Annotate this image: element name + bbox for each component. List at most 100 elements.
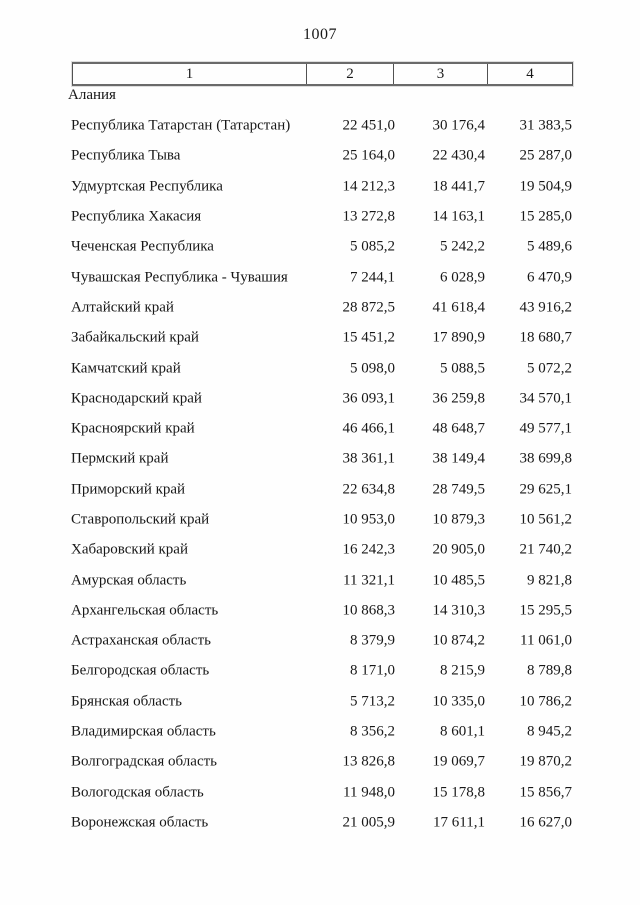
row-value-col4: 19 504,9 — [519, 178, 573, 195]
row-value-col2: 10 868,3 — [342, 602, 396, 619]
row-region-name: Воронежская область — [71, 814, 209, 831]
row-region-name: Брянская область — [71, 693, 183, 710]
row-value-col3: 15 178,8 — [432, 784, 486, 801]
row-value-col3: 5 088,5 — [440, 360, 485, 377]
row-value-col2: 21 005,9 — [342, 814, 396, 831]
row-region-name: Красноярский край — [71, 420, 195, 437]
row-value-col3: 20 905,0 — [432, 541, 486, 558]
row-value-col2: 25 164,0 — [342, 147, 396, 164]
header-cell-3: 3 — [393, 64, 487, 84]
row-region-name: Удмуртская Республика — [71, 178, 223, 195]
table-row: Камчатский край 5 098,0 5 088,5 5 072,2 — [0, 353, 640, 383]
header-cell-2: 2 — [306, 64, 393, 84]
row-value-col4: 9 821,8 — [527, 572, 572, 589]
row-value-col2: 5 085,2 — [350, 238, 395, 255]
row-value-col4: 31 383,5 — [519, 117, 573, 134]
row-region-name: Архангельская область — [71, 602, 219, 619]
row-region-name: Приморский край — [71, 481, 186, 498]
row-value-col4: 11 061,0 — [520, 632, 572, 649]
row-region-name: Республика Хакасия — [71, 208, 202, 225]
row-value-col2: 11 321,1 — [343, 572, 395, 589]
row-value-col4: 8 789,8 — [527, 662, 572, 679]
row-region-name: Чувашская Республика - Чувашия — [71, 269, 288, 286]
row-value-col2: 13 272,8 — [342, 208, 396, 225]
row-region-name: Ставропольский край — [71, 511, 210, 528]
row-value-col3: 30 176,4 — [432, 117, 486, 134]
table-row: Хабаровский край 16 242,3 20 905,0 21 74… — [0, 535, 640, 565]
table-row: Волгоградская область 13 826,8 19 069,7 … — [0, 747, 640, 777]
row-value-col3: 10 874,2 — [432, 632, 486, 649]
row-value-col2: 46 466,1 — [342, 420, 396, 437]
row-value-col4: 15 295,5 — [519, 602, 573, 619]
header-cell-1: 1 — [185, 65, 194, 82]
table-row: Воронежская область 21 005,9 17 611,1 16… — [0, 808, 640, 838]
row-value-col3: 10 485,5 — [432, 572, 486, 589]
row-value-col4: 16 627,0 — [519, 814, 573, 831]
row-region-name: Чеченская Республика — [71, 238, 214, 255]
row-region-name: Краснодарский край — [71, 390, 202, 407]
row-value-col4: 8 945,2 — [527, 723, 572, 740]
row-value-col4: 10 786,2 — [519, 693, 573, 710]
table-row: Республика Тыва 25 164,0 22 430,4 25 287… — [0, 141, 640, 171]
table-row: Краснодарский край 36 093,1 36 259,8 34 … — [0, 384, 640, 414]
row-region-name: Камчатский край — [71, 360, 181, 377]
row-value-col4: 10 561,2 — [519, 511, 573, 528]
table-row: Брянская область 5 713,2 10 335,0 10 786… — [0, 687, 640, 717]
row-value-col3: 19 069,7 — [432, 753, 486, 770]
row-value-col3: 18 441,7 — [432, 178, 486, 195]
row-value-col4: 5 072,2 — [527, 360, 572, 377]
row-value-col2: 8 356,2 — [350, 723, 395, 740]
row-value-col3: 10 335,0 — [432, 693, 486, 710]
table-row: Красноярский край 46 466,1 48 648,7 49 5… — [0, 414, 640, 444]
row-value-col3: 36 259,8 — [432, 390, 486, 407]
row-value-col4: 21 740,2 — [519, 541, 573, 558]
row-value-col2: 38 361,1 — [342, 450, 396, 467]
row-value-col3: 22 430,4 — [432, 147, 486, 164]
row-value-col4: 18 680,7 — [519, 329, 573, 346]
table-row: Ставропольский край 10 953,0 10 879,3 10… — [0, 505, 640, 535]
table-row: Владимирская область 8 356,2 8 601,1 8 9… — [0, 717, 640, 747]
row-value-col2: 10 953,0 — [342, 511, 396, 528]
header-cell-4: 4 — [487, 64, 572, 84]
row-value-col4: 38 699,8 — [519, 450, 573, 467]
row-value-col4: 6 470,9 — [527, 269, 572, 286]
row-value-col3: 48 648,7 — [432, 420, 486, 437]
table-row: Чувашская Республика - Чувашия 7 244,1 6… — [0, 262, 640, 292]
table-header-row: 1 2 3 4 — [72, 62, 573, 86]
row-value-col4: 49 577,1 — [519, 420, 573, 437]
row-region-name: Вологодская область — [71, 784, 204, 801]
row-region-name: Хабаровский край — [71, 541, 188, 558]
row-value-col4: 43 916,2 — [519, 299, 573, 316]
table-row: Удмуртская Республика 14 212,3 18 441,7 … — [0, 172, 640, 202]
row-value-col4: 15 856,7 — [519, 784, 573, 801]
row-region-name: Забайкальский край — [71, 329, 199, 346]
row-value-col2: 11 948,0 — [343, 784, 395, 801]
row-value-col4: 34 570,1 — [519, 390, 573, 407]
row-value-col4: 19 870,2 — [519, 753, 573, 770]
row-value-col2: 7 244,1 — [350, 269, 395, 286]
row-value-col3: 14 163,1 — [432, 208, 486, 225]
row-value-col3: 6 028,9 — [440, 269, 485, 286]
table-row: Приморский край 22 634,8 28 749,5 29 625… — [0, 475, 640, 505]
row-region-name: Республика Тыва — [71, 147, 181, 164]
row-value-col3: 8 215,9 — [440, 662, 485, 679]
table-row: Забайкальский край 15 451,2 17 890,9 18 … — [0, 323, 640, 353]
table-row: Республика Хакасия 13 272,8 14 163,1 15 … — [0, 202, 640, 232]
row-value-col3: 8 601,1 — [440, 723, 485, 740]
row-region-name: Владимирская область — [71, 723, 216, 740]
row-value-col3: 38 149,4 — [432, 450, 486, 467]
table-rows: Республика Татарстан (Татарстан) 22 451,… — [0, 111, 640, 838]
table-row: Алтайский край 28 872,5 41 618,4 43 916,… — [0, 293, 640, 323]
row-region-name: Алтайский край — [71, 299, 174, 316]
row-value-col3: 17 890,9 — [432, 329, 486, 346]
table-row: Пермский край 38 361,1 38 149,4 38 699,8 — [0, 444, 640, 474]
row-value-col2: 5 713,2 — [350, 693, 395, 710]
row-value-col3: 5 242,2 — [440, 238, 485, 255]
table-row: Амурская область 11 321,1 10 485,5 9 821… — [0, 565, 640, 595]
row-value-col3: 17 611,1 — [433, 814, 485, 831]
row-value-col4: 5 489,6 — [527, 238, 572, 255]
row-value-col2: 16 242,3 — [342, 541, 396, 558]
row-value-col4: 25 287,0 — [519, 147, 573, 164]
row-region-name: Республика Татарстан (Татарстан) — [71, 117, 291, 134]
